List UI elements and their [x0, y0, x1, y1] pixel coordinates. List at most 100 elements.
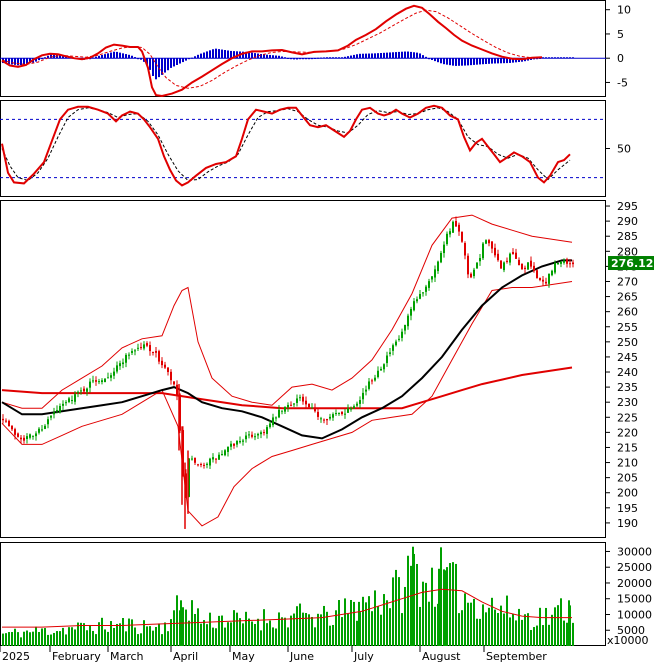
- volume-bar: [458, 613, 460, 646]
- candle-body: [263, 432, 265, 434]
- volume-bar: [71, 627, 73, 646]
- candle-body: [557, 263, 559, 265]
- macd-histogram-bar: [308, 58, 310, 60]
- macd-histogram-bar: [263, 54, 265, 59]
- candle-body: [17, 433, 19, 437]
- macd-histogram-bar: [155, 58, 157, 80]
- candle-body: [218, 454, 220, 460]
- macd-histogram-bar: [170, 58, 172, 68]
- volume-bar: [50, 634, 52, 646]
- candle-body: [113, 371, 115, 376]
- volume-bar: [35, 626, 37, 646]
- macd-histogram-bar: [293, 58, 295, 60]
- macd-histogram-bar: [527, 58, 529, 61]
- candle-body: [356, 403, 358, 406]
- candle-body: [572, 262, 574, 265]
- volume-bar: [83, 623, 85, 646]
- volume-bar: [149, 626, 151, 646]
- macd-histogram-bar: [341, 57, 343, 59]
- macd-histogram-bar: [245, 51, 247, 59]
- candle-body: [104, 378, 106, 383]
- volume-bar: [146, 626, 148, 646]
- macd-histogram-bar: [242, 51, 244, 59]
- volume-bar: [416, 563, 418, 646]
- macd-histogram-bar: [230, 50, 232, 59]
- macd-histogram-bar: [191, 57, 193, 59]
- volume-bar: [26, 630, 28, 646]
- volume-bar: [260, 630, 262, 646]
- volume-bar: [332, 624, 334, 646]
- macd-histogram-bar: [437, 58, 439, 63]
- candle-body: [509, 253, 511, 263]
- macd-histogram-bar: [557, 57, 559, 59]
- volume-bar: [269, 620, 271, 646]
- price-tick-label: 255: [617, 321, 638, 334]
- candle-body: [74, 394, 76, 402]
- candle-body: [41, 429, 43, 431]
- volume-bar: [290, 615, 292, 646]
- volume-bar: [494, 609, 496, 646]
- candle-body: [428, 281, 430, 288]
- macd-histogram-bar: [533, 58, 535, 60]
- volume-tick-label: 5000: [617, 624, 645, 637]
- macd-histogram-bar: [125, 54, 127, 59]
- macd-histogram-bar: [350, 55, 352, 59]
- candle-body: [179, 394, 181, 431]
- volume-tick-label: 25000: [617, 561, 652, 574]
- volume-bar: [56, 631, 58, 646]
- volume-bar: [164, 622, 166, 646]
- volume-bar: [92, 630, 94, 646]
- price-tick-label: 230: [617, 396, 638, 409]
- macd-histogram-bar: [272, 55, 274, 59]
- candle-body: [110, 375, 112, 378]
- volume-bar: [236, 612, 238, 646]
- candle-body: [368, 381, 370, 389]
- volume-bar: [323, 605, 325, 646]
- volume-bar: [358, 601, 360, 646]
- macd-histogram-bar: [236, 51, 238, 59]
- macd-histogram-bar: [38, 58, 40, 61]
- macd-tick-label: 10: [617, 4, 631, 17]
- volume-tick-label: 20000: [617, 577, 652, 590]
- volume-bar: [38, 631, 40, 646]
- volume-bar: [254, 624, 256, 646]
- x-axis-month-label: September: [486, 650, 547, 663]
- candle-body: [476, 262, 478, 269]
- candle-body: [551, 270, 553, 276]
- price-tick-label: 295: [617, 200, 638, 213]
- candle-body: [20, 437, 22, 440]
- volume-bar: [221, 615, 223, 646]
- macd-histogram-bar: [410, 51, 412, 59]
- candle-body: [212, 457, 214, 460]
- candle-body: [35, 433, 37, 437]
- price-tick-label: 225: [617, 411, 638, 424]
- candle-body: [215, 458, 217, 460]
- volume-bar: [438, 568, 440, 646]
- macd-histogram-bar: [539, 57, 541, 59]
- candle-body: [26, 436, 28, 439]
- macd-tick-label: -5: [617, 76, 628, 89]
- volume-bar: [137, 634, 139, 646]
- candle-body: [392, 345, 394, 351]
- macd-histogram-bar: [161, 58, 163, 75]
- volume-bar: [98, 622, 100, 646]
- candle-body: [380, 368, 382, 371]
- macd-histogram-bar: [311, 58, 313, 60]
- volume-bar: [500, 605, 502, 646]
- candle-body: [506, 260, 508, 262]
- macd-histogram-bar: [17, 58, 19, 66]
- candle-body: [77, 391, 79, 393]
- candle-body: [233, 443, 235, 446]
- price-tick-label: 240: [617, 366, 638, 379]
- volume-bar: [563, 620, 565, 646]
- macd-histogram-bar: [362, 53, 364, 59]
- volume-bar: [425, 582, 427, 646]
- candle-body: [62, 403, 64, 406]
- volume-bar: [365, 602, 367, 646]
- volume-bar: [317, 613, 319, 646]
- candle-body: [266, 427, 268, 434]
- macd-line: [1, 4, 543, 98]
- price-tick-label: 285: [617, 230, 638, 243]
- candle-body: [329, 416, 331, 419]
- candle-body: [191, 458, 193, 460]
